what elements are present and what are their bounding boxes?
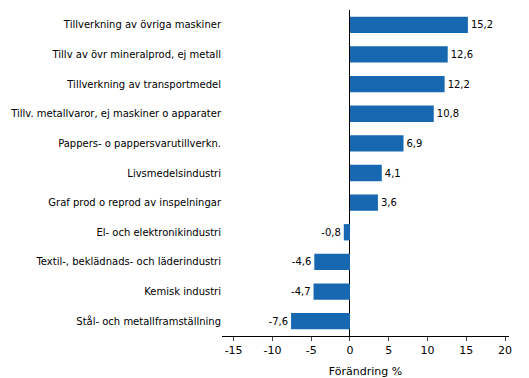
svg-text:Tillv av övr mineralprod, ej m: Tillv av övr mineralprod, ej metall [52,49,221,60]
svg-text:6,9: 6,9 [407,138,423,149]
svg-text:3,6: 3,6 [381,197,397,208]
svg-text:5: 5 [385,344,392,357]
svg-text:12,6: 12,6 [451,49,473,60]
svg-text:4,1: 4,1 [385,168,401,179]
svg-text:Kemisk industri: Kemisk industri [144,286,221,297]
svg-text:Tillverkning av övriga maskine: Tillverkning av övriga maskiner [63,19,222,30]
svg-text:-0,8: -0,8 [321,227,341,238]
svg-text:Stål- och metallframställning: Stål- och metallframställning [76,315,221,327]
svg-text:Pappers- o pappersvarutillverk: Pappers- o pappersvarutillverkn. [58,138,221,149]
svg-text:-15: -15 [225,344,243,357]
svg-text:15: 15 [459,344,473,357]
svg-text:15,2: 15,2 [471,19,493,30]
svg-text:0: 0 [346,344,353,357]
svg-text:Tillverkning av transportmedel: Tillverkning av transportmedel [66,79,221,90]
svg-text:-5: -5 [306,344,317,357]
svg-text:-4,7: -4,7 [291,286,311,297]
svg-text:Graf prod o reprod av inspelni: Graf prod o reprod av inspelningar [48,197,222,208]
svg-text:-7,6: -7,6 [269,316,289,327]
svg-text:Tillv. metallvaror, ej maskine: Tillv. metallvaror, ej maskiner o appara… [10,108,222,119]
svg-text:10,8: 10,8 [437,108,459,119]
svg-text:Livsmedelsindustri: Livsmedelsindustri [127,168,221,179]
svg-text:12,2: 12,2 [448,79,470,90]
svg-text:Textil-, beklädnads- och läder: Textil-, beklädnads- och läderindustri [35,256,221,267]
svg-text:-4,6: -4,6 [292,256,312,267]
svg-text:10: 10 [421,344,435,357]
svg-text:Förändring %: Förändring % [329,365,402,378]
svg-text:20: 20 [498,344,512,357]
svg-text:-10: -10 [263,344,281,357]
svg-text:El- och elektronikindustri: El- och elektronikindustri [96,227,221,238]
